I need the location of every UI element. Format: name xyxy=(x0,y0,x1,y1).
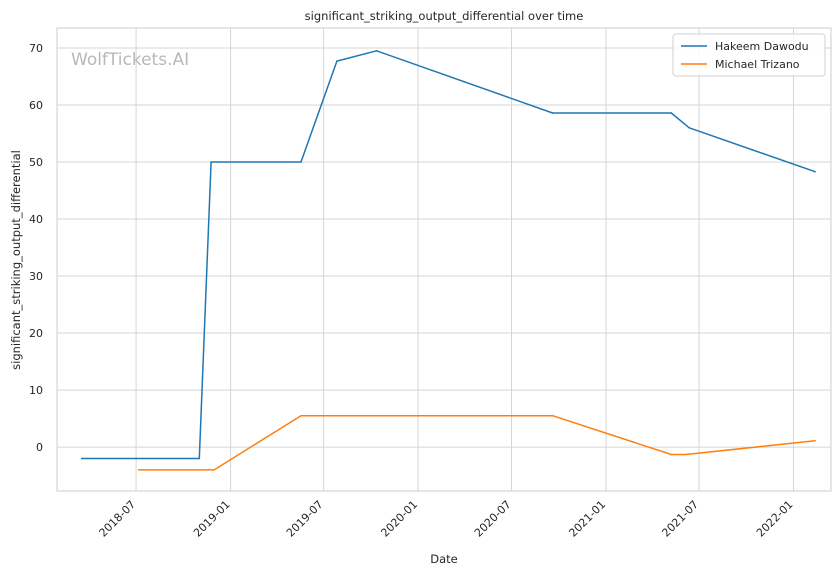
x-tick-label: 2021-01 xyxy=(566,498,608,540)
data-point xyxy=(300,414,302,417)
data-point xyxy=(375,50,378,52)
x-tick-label: 2019-07 xyxy=(284,498,326,540)
y-tick-label: 10 xyxy=(29,384,43,397)
x-tick-label: 2021-07 xyxy=(659,498,701,540)
legend-label: Hakeem Dawodu xyxy=(715,40,809,53)
y-tick-label: 50 xyxy=(29,156,43,169)
y-tick-label: 60 xyxy=(29,99,43,112)
data-point xyxy=(688,126,691,129)
x-tick-label: 2022-01 xyxy=(754,498,796,540)
data-point xyxy=(210,161,212,163)
data-point xyxy=(198,457,201,460)
x-tick-label: 2020-07 xyxy=(472,498,514,540)
data-point xyxy=(551,112,554,114)
grid xyxy=(57,28,831,491)
data-point xyxy=(336,60,338,62)
x-tick-label: 2020-01 xyxy=(378,498,420,540)
x-tick-label: 2018-07 xyxy=(97,498,139,540)
legend: Hakeem Dawodu Michael Trizano xyxy=(672,33,826,77)
data-point xyxy=(670,453,673,456)
y-tick-label: 70 xyxy=(29,42,43,55)
data-point xyxy=(300,161,302,163)
data-point xyxy=(213,469,215,471)
y-tick-label: 40 xyxy=(29,213,43,226)
y-tick-label: 20 xyxy=(29,327,43,340)
y-tick-label: 0 xyxy=(36,441,43,454)
y-tick-label: 30 xyxy=(29,270,43,283)
data-point xyxy=(814,170,816,173)
x-axis: 2018-07 2019-01 2019-07 2020-01 2020-07 2021-… xyxy=(97,498,796,540)
data-point xyxy=(814,440,816,442)
legend-label: Michael Trizano xyxy=(715,58,800,71)
data-point xyxy=(551,414,554,417)
data-point xyxy=(137,469,140,471)
legend-box xyxy=(672,33,826,77)
y-axis-label: significant_striking_output_differential xyxy=(9,150,23,370)
x-axis-label: Date xyxy=(430,552,458,566)
series-line xyxy=(81,50,816,460)
data-point xyxy=(80,457,83,460)
data-point xyxy=(684,453,687,456)
y-axis: 0 10 20 30 40 50 60 70 xyxy=(29,42,43,454)
data-point xyxy=(670,112,673,114)
plot-background xyxy=(56,27,832,492)
series-layer xyxy=(80,50,816,471)
chart-title: significant_striking_output_differential… xyxy=(305,9,584,23)
watermark: WolfTickets.AI xyxy=(71,50,189,70)
x-tick-label: 2019-01 xyxy=(191,498,233,540)
